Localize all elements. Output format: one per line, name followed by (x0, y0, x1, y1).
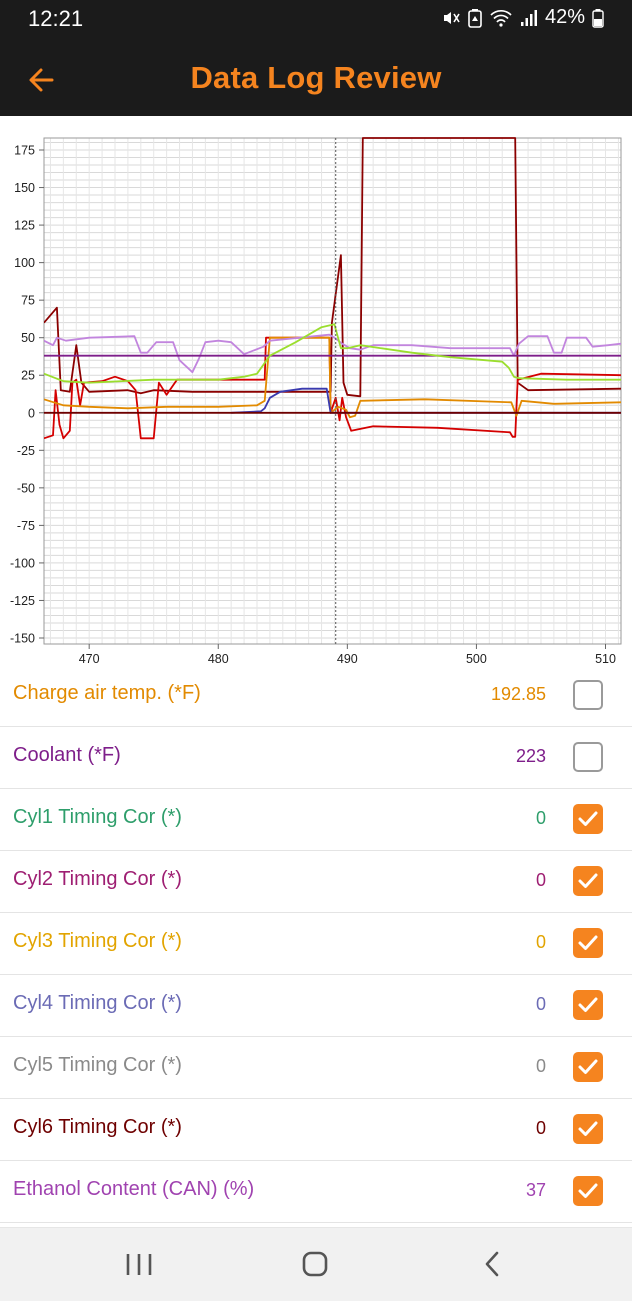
channel-value: 0 (535, 932, 546, 952)
channel-checkbox[interactable] (573, 1052, 603, 1082)
channel-value: 0 (535, 1056, 546, 1076)
series-line (44, 336, 621, 419)
channel-checkbox[interactable] (573, 742, 603, 772)
list-item[interactable]: Cyl5 Timing Cor (*) 0 (0, 1037, 632, 1099)
home-button[interactable] (290, 1244, 340, 1284)
y-tick-label: -125 (10, 594, 35, 608)
series-line (44, 323, 621, 384)
y-tick-label: 25 (21, 369, 35, 383)
channel-label: Cyl3 Timing Cor (*) (13, 930, 182, 952)
x-tick-label: 470 (79, 652, 100, 666)
y-tick-label: 150 (14, 181, 35, 195)
x-tick-label: 500 (466, 652, 487, 666)
y-tick-label: 100 (14, 256, 35, 270)
battery-saver-icon (468, 8, 482, 28)
y-tick-label: 125 (14, 219, 35, 233)
recents-button[interactable] (114, 1244, 164, 1284)
channel-checkbox[interactable] (573, 928, 603, 958)
status-time: 12:21 (28, 6, 84, 31)
list-item[interactable]: Cyl4 Timing Cor (*) 0 (0, 975, 632, 1037)
plot-frame (43, 137, 622, 645)
arrow-left-icon (29, 68, 54, 92)
app-bar: Data Log Review (0, 40, 632, 116)
data-log-chart[interactable]: 175 150 125 100 75 50 25 0 -25 -50 -75 -100 -125 -150… (0, 116, 632, 666)
checkmark-icon (578, 935, 598, 950)
y-tick-label: -25 (17, 444, 35, 458)
battery-percent: 42% (544, 6, 585, 28)
system-back-button[interactable] (468, 1244, 518, 1284)
back-chevron-icon (485, 1251, 499, 1277)
list-item[interactable]: Ethanol Content (CAN) (%) 37 (0, 1161, 632, 1223)
channel-value: 0 (535, 870, 546, 890)
recents-icon (126, 1254, 152, 1275)
channel-checkbox[interactable] (573, 680, 603, 710)
checkmark-icon (578, 1183, 598, 1198)
channel-checkbox[interactable] (573, 866, 603, 896)
chart-svg[interactable]: 175 150 125 100 75 50 25 0 -25 -50 -75 -100 -125 -150… (0, 116, 632, 666)
channel-value: 0 (535, 808, 546, 828)
y-tick-label: -100 (10, 556, 35, 570)
checkmark-icon (578, 811, 598, 826)
list-item[interactable]: Cyl6 Timing Cor (*) 0 (0, 1099, 632, 1161)
x-tick-label: 510 (595, 652, 616, 666)
signal-icon (520, 8, 538, 28)
x-tick-label: 490 (337, 652, 358, 666)
page-title: Data Log Review (190, 60, 442, 95)
channel-value: 0 (535, 1118, 546, 1138)
channel-label: Cyl2 Timing Cor (*) (13, 868, 182, 890)
channel-value: 37 (525, 1180, 546, 1200)
x-tick-label: 480 (208, 652, 229, 666)
y-tick-label: -50 (17, 481, 35, 495)
channel-value: 0 (535, 994, 546, 1014)
y-tick-label: 50 (21, 331, 35, 345)
y-tick-label: -75 (17, 519, 35, 533)
list-item[interactable]: Cyl1 Timing Cor (*) 0 (0, 789, 632, 851)
back-button[interactable] (22, 60, 62, 100)
channel-checkbox[interactable] (573, 804, 603, 834)
channel-checkbox[interactable] (573, 990, 603, 1020)
y-tick-label: 75 (21, 294, 35, 308)
y-tick-label: 175 (14, 144, 35, 158)
channel-checkbox[interactable] (573, 1114, 603, 1144)
series-line (44, 333, 621, 374)
series-line (44, 137, 621, 398)
list-item[interactable]: Cyl2 Timing Cor (*) 0 (0, 851, 632, 913)
battery-icon (592, 8, 604, 28)
channel-value: 223 (515, 746, 546, 766)
checkmark-icon (578, 873, 598, 888)
checkmark-icon (578, 997, 598, 1012)
home-icon (302, 1251, 328, 1277)
wifi-icon (489, 8, 513, 28)
navigation-bar (0, 1227, 632, 1301)
list-item[interactable]: Charge air temp. (*F) 192.85 (0, 665, 632, 727)
channel-label: Charge air temp. (*F) (13, 682, 201, 704)
channel-label: Cyl5 Timing Cor (*) (13, 1054, 182, 1076)
checkmark-icon (578, 1059, 598, 1074)
status-bar: 12:21 42% (0, 0, 632, 40)
series-line (231, 387, 621, 414)
mute-icon (441, 8, 461, 28)
channel-label: Cyl1 Timing Cor (*) (13, 806, 182, 828)
list-item[interactable]: Coolant (*F) 223 (0, 727, 632, 789)
channel-label: Cyl6 Timing Cor (*) (13, 1116, 182, 1138)
list-item[interactable]: Cyl3 Timing Cor (*) 0 (0, 913, 632, 975)
channel-list: Charge air temp. (*F) 192.85 Coolant (*F) 2… (0, 665, 632, 1223)
channel-label: Coolant (*F) (13, 744, 121, 766)
status-icons: 42% (441, 6, 604, 29)
channel-label: Cyl4 Timing Cor (*) (13, 992, 182, 1014)
channel-checkbox[interactable] (573, 1176, 603, 1206)
y-tick-label: 0 (28, 406, 35, 420)
y-tick-label: -150 (10, 631, 35, 645)
channel-value: 192.85 (490, 684, 546, 704)
channel-label: Ethanol Content (CAN) (%) (13, 1178, 255, 1200)
checkmark-icon (578, 1121, 598, 1136)
